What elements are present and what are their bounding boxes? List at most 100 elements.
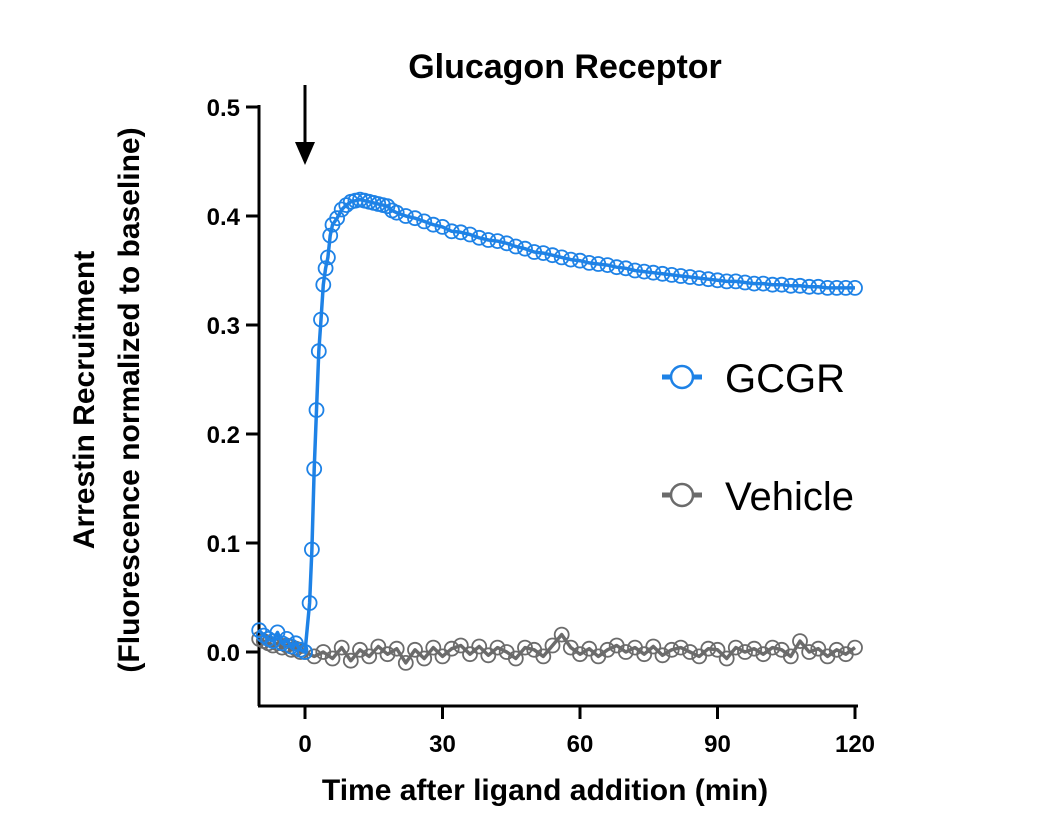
data-point-gcgr bbox=[746, 275, 763, 292]
data-point-gcgr bbox=[278, 631, 295, 647]
data-point-vehicle bbox=[691, 648, 708, 665]
data-point-gcgr bbox=[315, 276, 332, 293]
data-point-gcgr bbox=[283, 638, 300, 655]
data-point-gcgr bbox=[489, 233, 506, 250]
data-point-vehicle bbox=[425, 639, 442, 656]
legend-item-vehicle: Vehicle bbox=[662, 475, 854, 519]
data-point-gcgr bbox=[434, 218, 451, 235]
legend-marker-vehicle bbox=[669, 482, 695, 508]
data-point-gcgr bbox=[608, 259, 625, 276]
data-point-gcgr bbox=[617, 260, 634, 277]
data-point-gcgr bbox=[847, 279, 863, 296]
legend-marker-gcgr bbox=[669, 364, 695, 390]
data-point-gcgr bbox=[581, 254, 598, 271]
data-point-vehicle bbox=[443, 640, 460, 657]
data-point-gcgr bbox=[755, 275, 772, 292]
data-point-vehicle bbox=[709, 641, 726, 658]
data-point-vehicle bbox=[810, 640, 827, 657]
data-point-gcgr bbox=[819, 279, 836, 296]
y-tick-label: 0.1 bbox=[207, 531, 240, 558]
data-point-gcgr bbox=[782, 277, 799, 294]
series-vehicle bbox=[251, 626, 863, 671]
data-point-vehicle bbox=[416, 650, 433, 667]
data-point-vehicle bbox=[727, 639, 744, 656]
x-tick-label: 0 bbox=[298, 731, 311, 758]
y-tick-label: 0.0 bbox=[207, 640, 240, 667]
data-point-vehicle bbox=[407, 641, 423, 658]
data-point-gcgr bbox=[329, 210, 346, 227]
data-point-gcgr bbox=[663, 266, 680, 283]
data-point-vehicle bbox=[361, 648, 378, 665]
data-point-vehicle bbox=[801, 644, 818, 660]
data-point-gcgr bbox=[462, 226, 478, 243]
x-tick-label: 60 bbox=[567, 731, 594, 758]
data-point-vehicle bbox=[544, 637, 561, 654]
data-point-gcgr bbox=[425, 216, 442, 233]
ligand-addition-arrow bbox=[295, 85, 315, 165]
data-point-gcgr bbox=[553, 249, 570, 266]
chart-title: Glucagon Receptor bbox=[408, 48, 722, 86]
data-point-vehicle bbox=[324, 650, 341, 667]
data-point-vehicle bbox=[663, 641, 680, 658]
data-point-vehicle bbox=[792, 633, 808, 649]
data-point-gcgr bbox=[338, 197, 355, 214]
data-point-gcgr bbox=[306, 460, 323, 477]
data-point-gcgr bbox=[480, 232, 497, 248]
data-point-gcgr bbox=[303, 541, 320, 558]
series-layer bbox=[251, 191, 863, 671]
data-point-gcgr bbox=[645, 264, 662, 281]
legend-item-gcgr: GCGR bbox=[662, 357, 845, 401]
data-point-gcgr bbox=[322, 227, 339, 244]
data-point-gcgr bbox=[397, 208, 414, 224]
data-point-gcgr bbox=[672, 268, 689, 284]
data-point-gcgr bbox=[301, 595, 318, 611]
data-point-gcgr bbox=[535, 245, 552, 262]
x-tick-label: 90 bbox=[704, 731, 731, 758]
data-point-gcgr bbox=[313, 311, 329, 328]
data-point-vehicle bbox=[764, 639, 781, 656]
data-point-vehicle bbox=[847, 639, 863, 656]
data-point-gcgr bbox=[498, 235, 515, 252]
y-axis-title: Arrestin Recruitment (Fluorescence norma… bbox=[68, 127, 146, 672]
series-line-gcgr bbox=[257, 197, 855, 654]
data-point-gcgr bbox=[319, 249, 336, 266]
data-point-vehicle bbox=[553, 626, 570, 643]
data-point-gcgr bbox=[317, 260, 334, 277]
x-ticks: 0 30 60 90 120 bbox=[298, 706, 875, 758]
data-point-gcgr bbox=[308, 402, 325, 418]
data-point-vehicle bbox=[782, 648, 799, 665]
data-point-gcgr bbox=[407, 210, 423, 227]
data-point-gcgr bbox=[452, 224, 469, 241]
data-point-gcgr bbox=[333, 201, 350, 218]
data-point-gcgr bbox=[544, 247, 561, 264]
data-point-gcgr bbox=[700, 271, 717, 288]
data-point-vehicle bbox=[682, 644, 698, 660]
data-point-vehicle bbox=[737, 644, 753, 660]
data-point-gcgr bbox=[562, 251, 579, 268]
data-point-vehicle bbox=[617, 644, 634, 660]
data-point-vehicle bbox=[746, 640, 763, 657]
legend: GCGR Vehicle bbox=[662, 357, 854, 519]
data-point-vehicle bbox=[718, 650, 735, 667]
data-point-gcgr bbox=[792, 277, 808, 294]
data-point-gcgr bbox=[636, 263, 653, 280]
data-point-vehicle bbox=[654, 647, 671, 664]
legend-label-gcgr: GCGR bbox=[725, 357, 845, 401]
data-point-vehicle bbox=[434, 648, 451, 665]
y-ticks: 0.0 0.1 0.2 0.3 0.4 0.5 bbox=[207, 95, 259, 667]
data-point-gcgr bbox=[773, 276, 790, 293]
data-point-gcgr bbox=[297, 644, 313, 660]
data-point-gcgr bbox=[810, 278, 827, 295]
data-point-gcgr bbox=[691, 270, 708, 287]
data-point-gcgr bbox=[654, 265, 671, 282]
y-tick-label: 0.2 bbox=[207, 422, 240, 449]
x-axis-label: Time after ligand addition (min) bbox=[322, 774, 768, 807]
data-point-vehicle bbox=[388, 640, 405, 657]
data-point-vehicle bbox=[828, 641, 845, 658]
data-point-vehicle bbox=[379, 646, 396, 663]
data-point-vehicle bbox=[397, 655, 414, 671]
data-point-vehicle bbox=[452, 637, 469, 654]
data-point-vehicle bbox=[489, 639, 506, 656]
data-point-gcgr bbox=[627, 262, 643, 279]
